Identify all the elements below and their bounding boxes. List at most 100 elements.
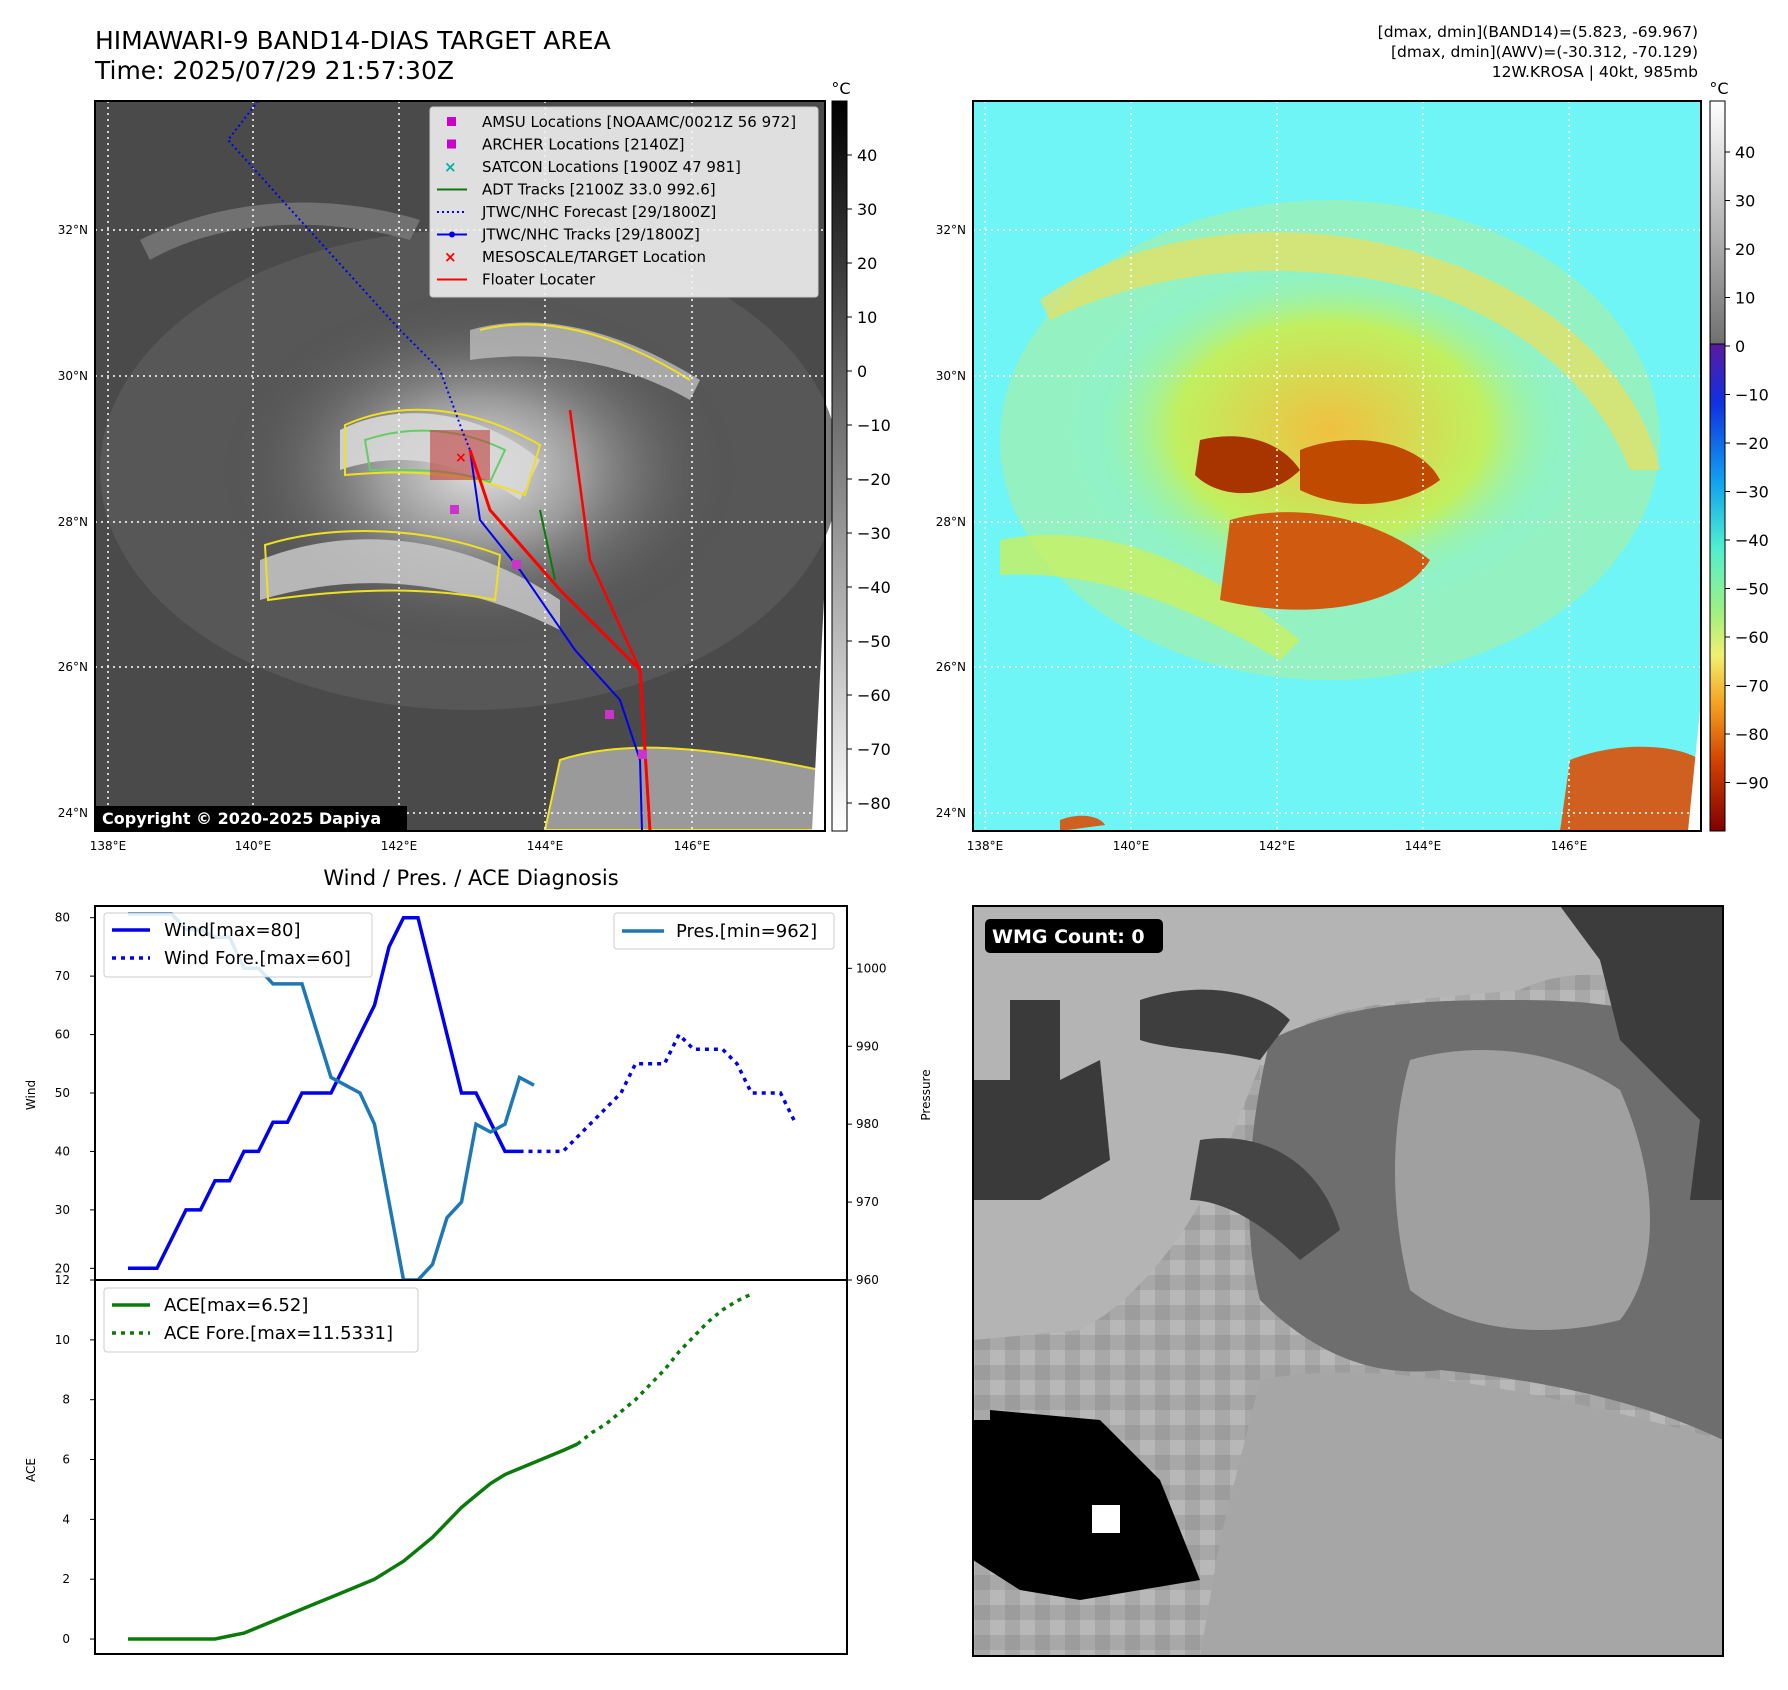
copyright-text: Copyright © 2020-2025 Dapiya	[102, 809, 381, 828]
colorbar-tick: 10	[1735, 289, 1755, 308]
ytick-label: 2	[62, 1572, 70, 1586]
colorbar-tick: −80	[857, 794, 891, 813]
ytick-label: 0	[62, 1632, 70, 1646]
pressure-legend-label: Pres.[min=962]	[676, 921, 817, 942]
copyright-badge: Copyright © 2020-2025 Dapiya	[96, 806, 407, 830]
legend-label-2: SATCON Locations [1900Z 47 981]	[482, 158, 741, 176]
ytick-label: 980	[856, 1117, 879, 1131]
legend-label-5: JTWC/NHC Tracks [29/1800Z]	[481, 226, 700, 244]
awv-map-panel	[972, 100, 1702, 832]
lat-label: 30°N	[936, 369, 966, 383]
map-axis-ticks: 32°N 32°N 30°N 30°N 28°N 28°N 26°N 26°N 24°N 24°N…	[58, 223, 1588, 853]
lat-label: 24°N	[936, 806, 966, 820]
legend-entry-7: Floater Locater	[437, 271, 596, 289]
ytick-label: 80	[55, 911, 70, 925]
lat-label: 28°N	[58, 515, 88, 529]
wind-pressure-panel: 80 70 60 50 40 30 20 1000 990 980 970 960 Wind Pre…	[24, 905, 933, 1287]
ace-panel: 12 10 8 6 4 2 0 ACE ACE[max=6.52] ACE Fore.[ma…	[24, 1273, 848, 1655]
colorbar-tick: −20	[1735, 434, 1769, 453]
lon-label: 146°E	[1551, 839, 1588, 853]
lat-label: 32°N	[936, 223, 966, 237]
pressure-legend: Pres.[min=962]	[613, 912, 835, 950]
lat-label: 32°N	[58, 223, 88, 237]
colorbar-tick: 40	[857, 146, 877, 165]
colorbar-tick: −90	[1735, 774, 1769, 793]
lat-label: 30°N	[58, 369, 88, 383]
ytick-label: 12	[55, 1273, 70, 1287]
wind-forecast-series-line	[519, 1031, 797, 1154]
svg-text:×: ×	[444, 248, 457, 266]
diagnosis-title: Wind / Pres. / ACE Diagnosis	[323, 866, 618, 890]
band14-stats: [dmax, dmin](BAND14)=(5.823, -69.967)	[1377, 23, 1698, 41]
ytick-label: 10	[55, 1333, 70, 1347]
lon-label: 138°E	[967, 839, 1004, 853]
legend-label-7: Floater Locater	[482, 271, 596, 289]
lon-label: 140°E	[235, 839, 272, 853]
ytick-label: 8	[62, 1393, 70, 1407]
ir-colorbar-unit: °C	[831, 79, 850, 98]
line-dot-blue-icon	[437, 231, 467, 238]
ytick-label: 6	[62, 1453, 70, 1467]
legend-entry-3: ADT Tracks [2100Z 33.0 992.6]	[437, 181, 716, 199]
colorbar-tick: −60	[857, 686, 891, 705]
svg-text:×: ×	[444, 158, 457, 176]
legend-entry-1: ARCHER Locations [2140Z]	[447, 136, 685, 154]
lat-label: 28°N	[936, 515, 966, 529]
lon-label: 138°E	[90, 839, 127, 853]
ytick-label: 970	[856, 1195, 879, 1209]
ytick-label: 1000	[856, 961, 887, 975]
colorbar-tick: −50	[857, 632, 891, 651]
legend-entry-4: JTWC/NHC Forecast [29/1800Z]	[437, 203, 716, 221]
wind-legend: Wind[max=80] Wind Fore.[max=60]	[103, 912, 373, 978]
colorbar-tick: 30	[1735, 192, 1755, 211]
wmg-count: WMG Count: 0	[992, 926, 1145, 948]
pressure-ylabel: Pressure	[919, 1069, 933, 1120]
legend-entry-0: AMSU Locations [NOAAMC/0021Z 56 972]	[447, 113, 796, 131]
legend-entry-6: × MESOSCALE/TARGET Location	[444, 248, 706, 266]
legend-entry-5: JTWC/NHC Tracks [29/1800Z]	[437, 226, 700, 244]
lat-label: 26°N	[58, 660, 88, 674]
x-teal-icon: ×	[444, 158, 457, 176]
lat-label: 26°N	[936, 660, 966, 674]
figure-title: HIMAWARI-9 BAND14-DIAS TARGET AREA	[95, 26, 611, 55]
wind-series-line	[128, 915, 520, 1271]
colorbar-tick: −10	[1735, 386, 1769, 405]
colorbar-tick: −70	[857, 740, 891, 759]
colorbar-tick: 10	[857, 308, 877, 327]
ace-forecast-series-line	[576, 1292, 753, 1446]
ace-ylabel: ACE	[24, 1458, 38, 1482]
awv-colorbar: °C 40 30 20 10 0 −10 −20 −30 −40 −50 −60 −70 −80 −90	[1709, 79, 1769, 832]
square-magenta-icon	[447, 117, 456, 126]
ytick-label: 990	[856, 1039, 879, 1053]
lon-label: 142°E	[1259, 839, 1296, 853]
ace-legend: ACE[max=6.52] ACE Fore.[max=11.5331]	[103, 1287, 419, 1353]
colorbar-tick: −70	[1735, 677, 1769, 696]
colorbar-tick: −10	[857, 416, 891, 435]
ytick-label: 60	[55, 1028, 70, 1042]
ytick-label: 4	[62, 1512, 70, 1526]
ytick-label: 20	[55, 1261, 70, 1275]
lon-label: 142°E	[381, 839, 418, 853]
colorbar-tick: −50	[1735, 580, 1769, 599]
ace-series-line	[128, 1442, 579, 1641]
storm-info: 12W.KROSA | 40kt, 985mb	[1491, 63, 1698, 81]
legend-label-4: JTWC/NHC Forecast [29/1800Z]	[481, 203, 716, 221]
legend-label-6: MESOSCALE/TARGET Location	[482, 248, 706, 266]
ytick-label: 960	[856, 1273, 879, 1287]
ytick-label: 30	[55, 1203, 70, 1217]
lon-label: 144°E	[527, 839, 564, 853]
legend-label-0: AMSU Locations [NOAAMC/0021Z 56 972]	[482, 113, 796, 131]
colorbar-tick: −30	[1735, 483, 1769, 502]
colorbar-tick: 30	[857, 200, 877, 219]
square-magenta-icon	[447, 139, 456, 149]
wind-legend-label: Wind[max=80]	[164, 920, 301, 941]
ir-colorbar: °C 40 30 20 10 0 −10 −20 −30 −40 −50 −60 −70 −80	[831, 79, 891, 832]
ace-legend-label: ACE[max=6.52]	[164, 1295, 308, 1316]
colorbar-tick: −60	[1735, 628, 1769, 647]
colorbar-tick: 20	[1735, 240, 1755, 259]
colorbar-tick: −40	[1735, 531, 1769, 550]
awv-colorbar-unit: °C	[1709, 79, 1728, 98]
lon-label: 146°E	[674, 839, 711, 853]
figure-time: Time: 2025/07/29 21:57:30Z	[95, 56, 454, 85]
colorbar-tick: −80	[1735, 725, 1769, 744]
